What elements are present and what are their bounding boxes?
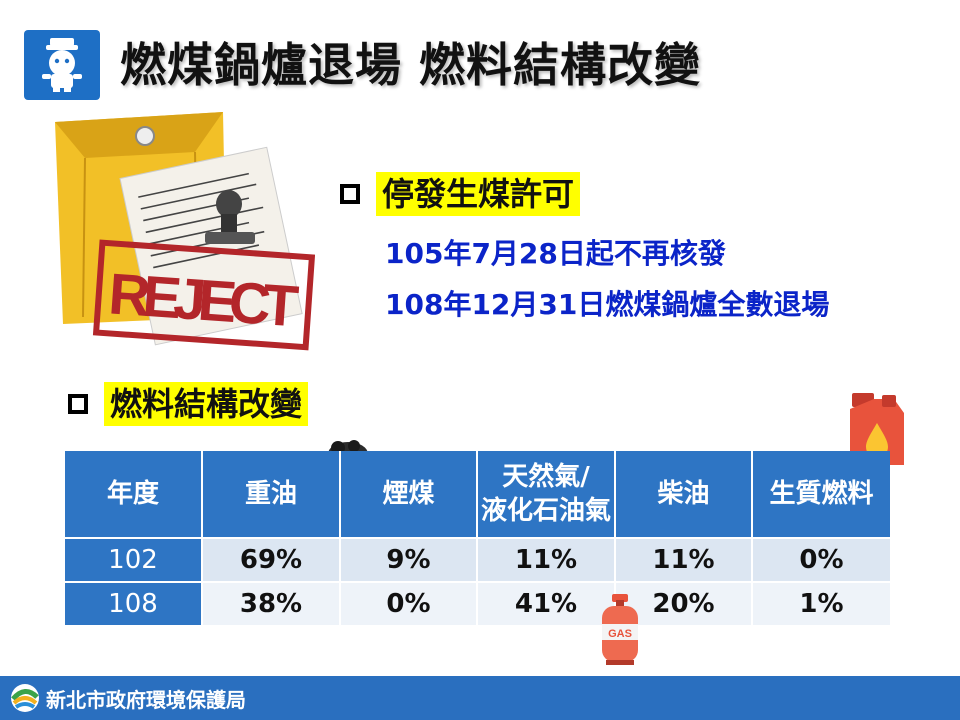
table-header-row: 年度 重油 煙煤 天然氣/ 液化石油氣 柴油 生質燃料 [65, 451, 890, 538]
heading-fuel-structure: 燃料結構改變 [104, 382, 309, 426]
permit-line-2: 108年12月31日燃煤鍋爐全數退場 [385, 288, 830, 321]
fuel-canister-icon [850, 393, 904, 465]
heading-permit: 停發生煤許可 [376, 172, 581, 216]
square-bullet-icon [340, 184, 360, 204]
bullet-fuel-structure: 燃料結構改變 [68, 382, 309, 426]
cell-biomass: 0% [752, 537, 890, 582]
cell-bituminous-coal: 9% [340, 537, 478, 582]
cell-natural-gas-lpg: 11% [477, 537, 616, 582]
cell-heavy-oil: 38% [202, 581, 341, 625]
col-header-biomass: 生質燃料 [752, 451, 890, 538]
table-row: 102 69% 9% 11% 11% 0% [65, 537, 890, 582]
col-header-year: 年度 [65, 451, 203, 538]
bullet-permit: 停發生煤許可 [340, 172, 581, 216]
cell-biomass: 1% [752, 581, 890, 625]
permit-line-1: 105年7月28日起不再核發 [385, 237, 726, 270]
square-bullet-icon [68, 394, 88, 414]
reject-stamp-text: REJECT [107, 261, 301, 339]
gas-cylinder-icon: GAS [602, 594, 638, 665]
agency-logo [24, 30, 100, 100]
gas-cylinder-label: GAS [608, 628, 632, 640]
col-header-diesel: 柴油 [615, 451, 753, 538]
mascot-icon [42, 38, 82, 92]
cell-diesel: 11% [615, 537, 753, 582]
cell-year: 108 [65, 581, 203, 625]
cell-natural-gas-lpg: 41% [477, 581, 616, 625]
col-header-bituminous-coal: 煙煤 [340, 451, 478, 538]
agency-emblem-icon [11, 684, 39, 712]
col-header-heavy-oil: 重油 [202, 451, 341, 538]
rubber-stamp-icon [205, 190, 255, 244]
col-header-natural-gas-lpg: 天然氣/ 液化石油氣 [477, 451, 616, 538]
table-row: 108 38% 0% 41% 20% 1% [65, 581, 890, 625]
footer-bar: 新北市政府環境保護局 [0, 676, 960, 720]
reject-envelope-illustration: REJECT [55, 112, 315, 351]
cell-bituminous-coal: 0% [340, 581, 478, 625]
cell-heavy-oil: 69% [202, 537, 341, 582]
cell-year: 102 [65, 537, 203, 582]
fuel-structure-table: 年度 重油 煙煤 天然氣/ 液化石油氣 柴油 生質燃料 102 69% 9% 1… [65, 451, 890, 625]
footer-org-name: 新北市政府環境保護局 [46, 687, 246, 712]
page-title: 燃煤鍋爐退場 燃料結構改變 [120, 38, 702, 92]
